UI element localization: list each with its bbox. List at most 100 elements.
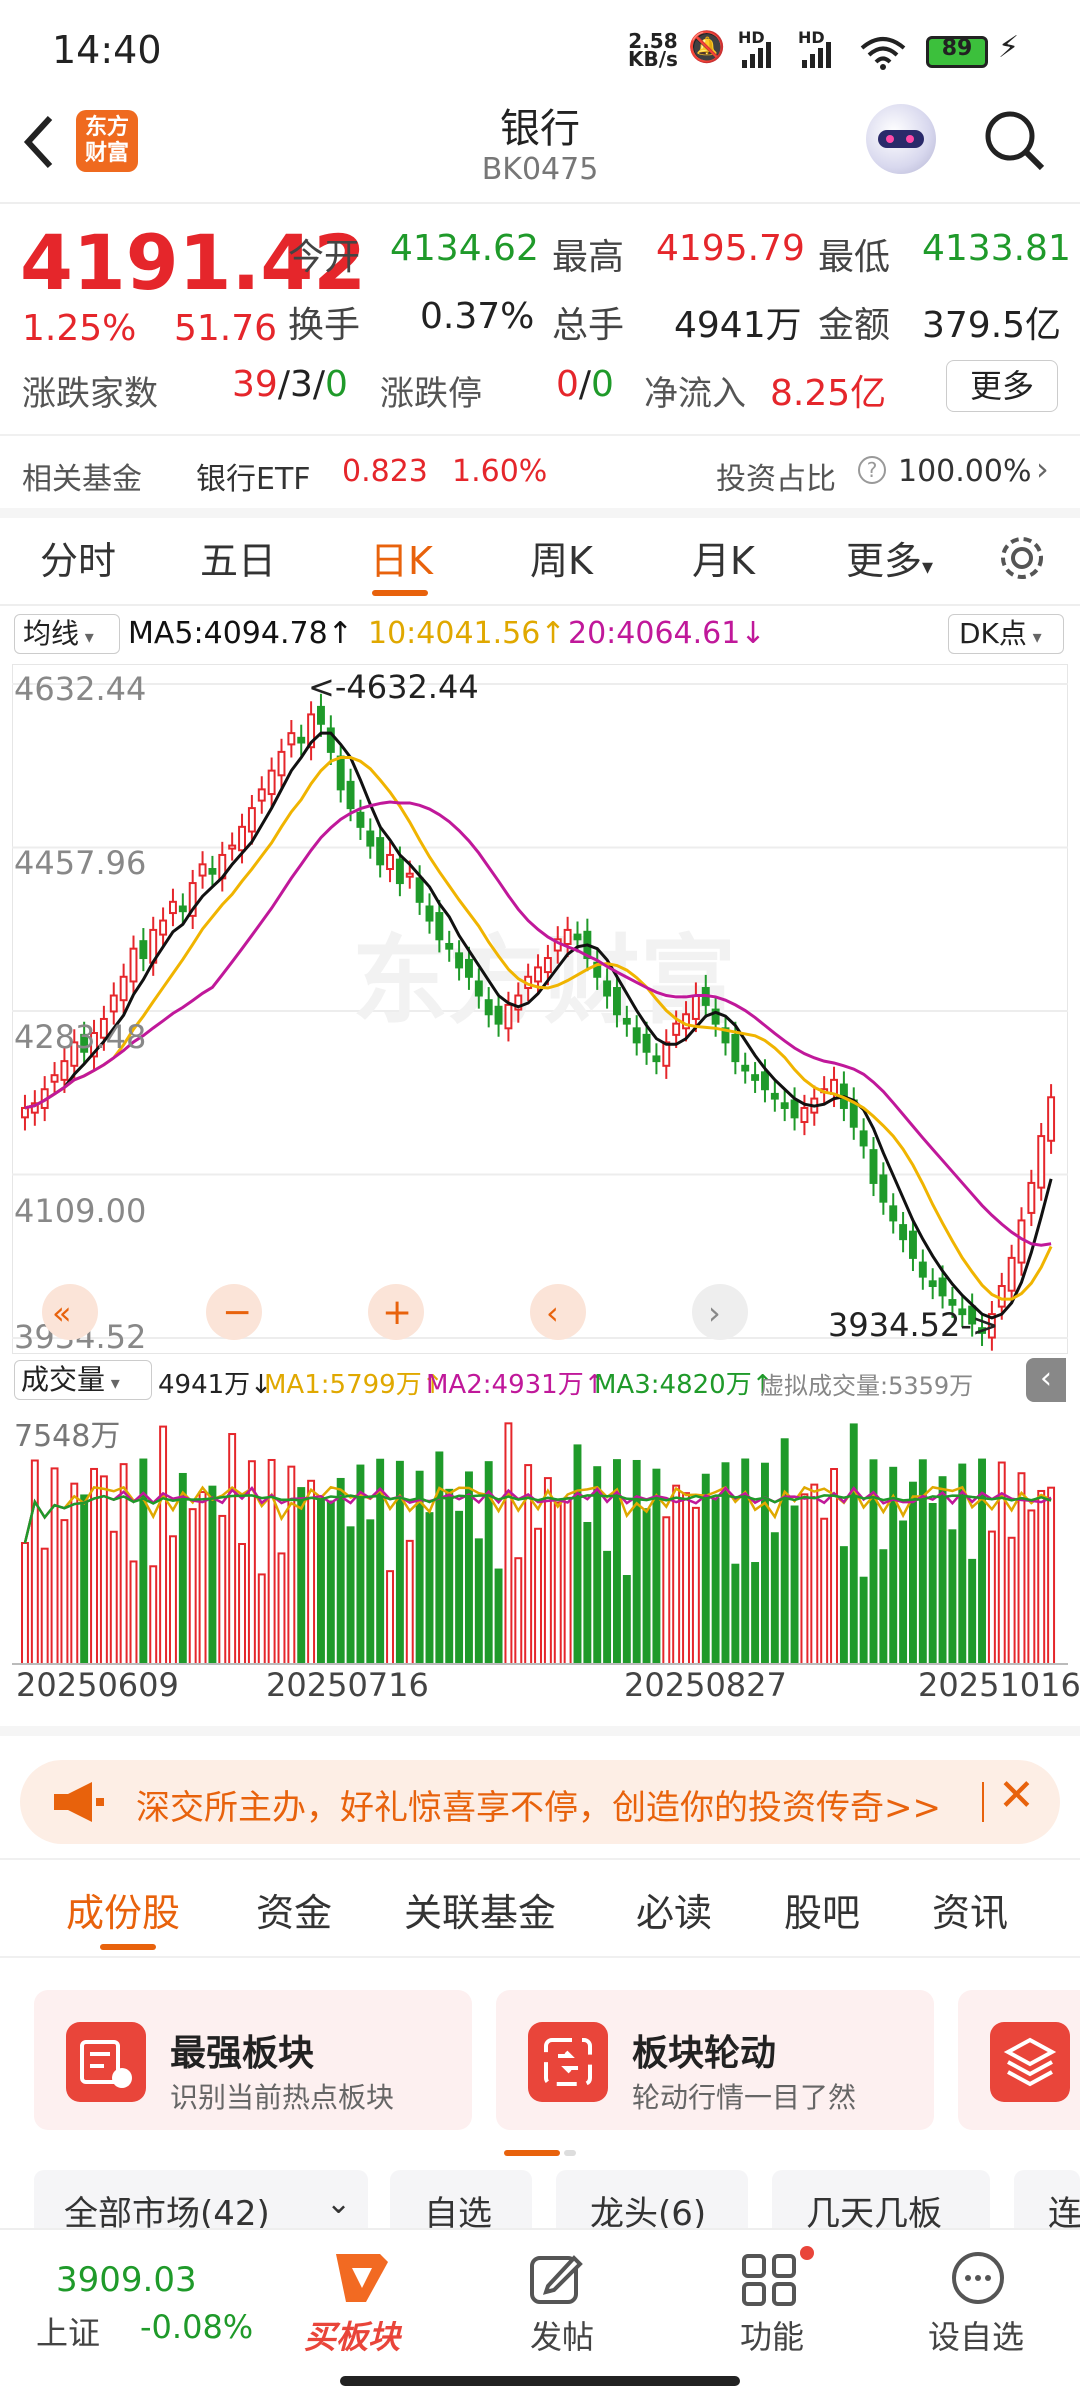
edit-icon — [530, 2255, 583, 2304]
volume-bar — [879, 1549, 888, 1665]
chart-icon — [66, 2022, 146, 2102]
promo-banner[interactable]: 深交所主办，好礼惊喜享不停，创造你的投资传奇>> ✕ — [20, 1760, 1060, 1844]
volume-bar — [928, 1503, 937, 1665]
header: 东方财富 银行 BK0475 — [0, 100, 1080, 200]
tab-must-read[interactable]: 必读 — [636, 1891, 713, 1935]
function-button[interactable]: 功能 — [730, 2242, 814, 2362]
app-logo[interactable]: 东方财富 — [76, 110, 138, 172]
tab-monthly-k[interactable]: 月K — [692, 539, 755, 583]
volume-bar — [642, 1508, 651, 1665]
buy-sector-button[interactable]: 买板块 — [300, 2242, 420, 2362]
tab-more[interactable]: 更多▾ — [846, 539, 934, 583]
signal-icon — [742, 42, 771, 68]
ma-select[interactable]: 均线 ▾ — [14, 614, 120, 654]
inflow-label: 净流入 — [644, 374, 746, 414]
candle — [731, 1033, 740, 1063]
candle — [129, 947, 138, 983]
search-icon[interactable] — [980, 106, 1050, 176]
volume-chart[interactable]: 7548万 — [12, 1408, 1068, 1666]
volume-select[interactable]: 成交量 ▾ — [14, 1360, 152, 1400]
battery-icon: 89 — [926, 36, 988, 68]
volume-bar — [790, 1505, 799, 1665]
chevron-down-icon: ⌄ — [326, 2186, 352, 2221]
candle — [603, 980, 612, 997]
candle — [978, 1327, 986, 1334]
volume-bar — [169, 1535, 177, 1666]
volume-bar — [80, 1494, 89, 1666]
candle — [139, 940, 148, 960]
low-value: 4133.81 — [922, 228, 1071, 269]
vol-ma2: MA2:4931万↑ — [426, 1370, 606, 1400]
candle — [287, 732, 296, 746]
card-partial[interactable] — [958, 1990, 1080, 2130]
tab-forum[interactable]: 股吧 — [784, 1891, 861, 1935]
ma10-line — [24, 756, 1053, 1301]
tab-related-funds[interactable]: 关联基金 — [404, 1891, 557, 1935]
candle — [909, 1230, 917, 1259]
close-icon[interactable]: ✕ — [998, 1770, 1035, 1821]
index-name[interactable]: 上证 — [36, 2314, 101, 2352]
tab-constituents[interactable]: 成份股 — [66, 1891, 181, 1935]
ratio-value[interactable]: 100.00% — [898, 454, 1032, 489]
tab-news[interactable]: 资讯 — [932, 1891, 1009, 1935]
candle — [238, 825, 246, 852]
settings-gear-icon[interactable] — [996, 532, 1048, 584]
candle — [543, 957, 552, 974]
candle — [356, 811, 365, 828]
candlestick-chart[interactable]: 东方财富 4632.44 4457.96 4283.48 4109.00 393… — [12, 664, 1068, 1354]
tab-wuri[interactable]: 五日 — [200, 539, 277, 583]
volume-bar — [159, 1425, 168, 1666]
volume-bar — [494, 1568, 503, 1666]
card-strongest-sector[interactable]: 最强板块 识别当前热点板块 — [34, 1990, 472, 2130]
candle — [257, 788, 266, 802]
volume-bar — [968, 1558, 977, 1665]
signal-icon-2 — [802, 42, 831, 68]
candle — [465, 958, 473, 978]
more-quote-button[interactable]: 更多 — [946, 360, 1058, 412]
candle — [504, 1003, 513, 1030]
volume-bar — [810, 1483, 819, 1665]
carousel-dot-active — [504, 2150, 560, 2156]
volume-bar — [1007, 1536, 1016, 1665]
vol-ma3-line — [23, 1494, 1052, 1544]
add-watchlist-button[interactable]: 设自选 — [928, 2242, 1028, 2362]
candle — [366, 830, 375, 847]
zoom-out-icon: − — [222, 1292, 252, 1333]
tab-funds-flow[interactable]: 资金 — [256, 1891, 333, 1935]
candle — [780, 1102, 789, 1109]
buy-sector-icon — [336, 2254, 388, 2302]
status-bar: 14:40 2.58 KB/s 🔕 HD HD 89 ⚡ — [0, 0, 1080, 100]
next-button — [692, 1284, 748, 1340]
volume-bar — [30, 1459, 39, 1666]
fund-name[interactable]: 银行ETF — [196, 462, 311, 497]
candle — [534, 966, 542, 983]
candle — [21, 1106, 29, 1119]
tab-daily-k[interactable]: 日K — [370, 539, 433, 583]
dk-select[interactable]: DK点 ▾ — [948, 614, 1064, 654]
volume-bar — [563, 1496, 572, 1665]
volume-bar — [849, 1423, 858, 1666]
candle — [198, 863, 207, 877]
ma20-value: 20:4064.61↓ — [568, 616, 766, 651]
candle — [159, 919, 168, 936]
volume-bar — [800, 1493, 809, 1665]
post-button[interactable]: 发帖 — [520, 2242, 600, 2362]
help-icon[interactable]: ? — [858, 456, 886, 484]
card-title: 最强板块 — [170, 2033, 315, 2074]
card-sector-rotation[interactable]: 板块轮动 轮动行情一目了然 — [496, 1990, 934, 2130]
status-time: 14:40 — [52, 28, 162, 72]
collapse-panel-button[interactable]: ‹ — [1026, 1358, 1066, 1402]
tab-weekly-k[interactable]: 周K — [530, 539, 593, 583]
volume-bar — [228, 1433, 237, 1665]
change-value: 51.76 — [174, 308, 278, 349]
back-icon[interactable] — [20, 112, 60, 172]
volume-bar — [149, 1565, 158, 1665]
card-subtitle: 轮动行情一目了然 — [632, 2081, 857, 2114]
candle — [494, 1005, 503, 1025]
candle — [395, 858, 404, 885]
index-pct[interactable]: -0.08% — [140, 2308, 254, 2346]
index-value[interactable]: 3909.03 — [56, 2260, 197, 2300]
candle — [326, 727, 335, 753]
tab-fenshi[interactable]: 分时 — [40, 539, 117, 583]
assistant-avatar[interactable] — [866, 104, 936, 174]
